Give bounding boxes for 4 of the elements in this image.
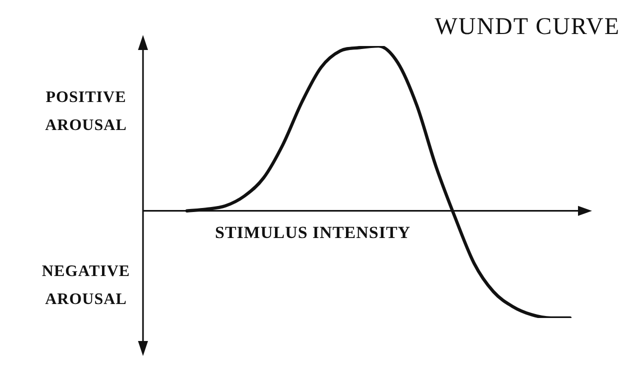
- x-axis-title: STIMULUS INTENSITY: [215, 223, 411, 243]
- text: NEGATIVE AROUSAL: [40, 262, 132, 310]
- text: POSITIVE AROUSAL: [44, 88, 128, 136]
- chart-title: WUNDT CURVE: [434, 14, 620, 41]
